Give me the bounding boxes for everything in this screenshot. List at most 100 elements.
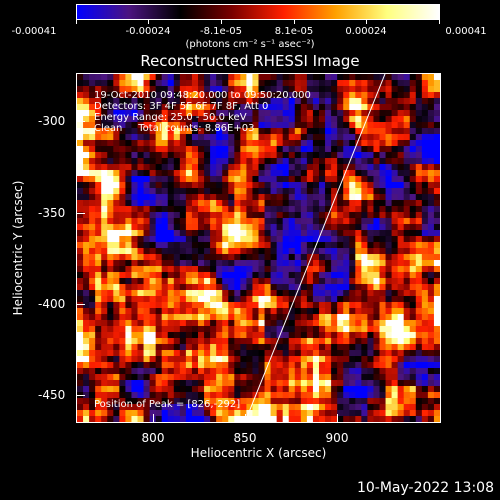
heatmap-cell (185, 398, 193, 405)
heatmap-cell (319, 374, 326, 381)
heatmap-cell (319, 284, 326, 291)
heatmap-cell (427, 266, 435, 273)
heatmap-cell (191, 194, 199, 201)
heatmap-cell (433, 326, 440, 333)
heatmap-cell (113, 74, 120, 81)
heatmap-cell (179, 80, 187, 87)
heatmap-cell (143, 344, 151, 351)
heatmap-cell (161, 332, 169, 339)
heatmap-cell (125, 368, 133, 375)
heatmap-cell (282, 218, 290, 225)
heatmap-cell (198, 218, 205, 225)
heatmap-cell (337, 308, 344, 315)
heatmap-cell (421, 386, 429, 393)
heatmap-cell (319, 302, 326, 309)
heatmap-cell (83, 134, 90, 141)
heatmap-cell (240, 92, 247, 99)
heatmap-cell (228, 326, 235, 333)
heatmap-cell (312, 104, 320, 111)
heatmap-cell (240, 176, 247, 183)
heatmap-cell (294, 362, 302, 369)
heatmap-cell (312, 116, 320, 123)
heatmap-cell (349, 410, 356, 417)
heatmap-cell (204, 314, 211, 321)
heatmap-cell (349, 128, 356, 135)
heatmap-cell (173, 188, 181, 195)
heatmap-cell (240, 110, 247, 117)
heatmap-cell (385, 134, 393, 141)
heatmap-cell (167, 368, 175, 375)
heatmap-cell (282, 236, 290, 243)
heatmap-cell (143, 386, 151, 393)
heatmap-cell (113, 290, 120, 297)
heatmap-cell (337, 398, 344, 405)
heatmap-cell (83, 152, 90, 159)
heatmap-cell (264, 194, 272, 201)
heatmap-cell (403, 392, 411, 399)
heatmap-cell (155, 224, 163, 231)
heatmap-cell (379, 176, 387, 183)
heatmap-cell (173, 224, 181, 231)
heatmap-cell (306, 74, 314, 81)
heatmap-cell (319, 152, 326, 159)
heatmap-cell (433, 236, 440, 243)
heatmap-cell (179, 134, 187, 141)
heatmap-cell (264, 242, 272, 249)
heatmap-cell (288, 200, 296, 207)
heatmap-cell (240, 248, 247, 255)
heatmap-cell (119, 80, 126, 87)
heatmap-cell (143, 104, 151, 111)
heatmap-cell (198, 314, 205, 321)
heatmap-cell (331, 254, 338, 261)
heatmap-cell (131, 362, 139, 369)
heatmap-cell (161, 374, 169, 381)
heatmap-cell (167, 386, 175, 393)
heatmap-cell (421, 404, 429, 411)
heatmap-cell (331, 260, 338, 267)
heatmap-cell (349, 206, 356, 213)
heatmap-cell (113, 146, 120, 153)
heatmap-cell (95, 164, 102, 171)
heatmap-cell (191, 362, 199, 369)
heatmap-cell (216, 404, 223, 411)
heatmap-cell (403, 80, 411, 87)
heatmap-cell (367, 140, 375, 147)
heatmap-cell (331, 104, 338, 111)
heatmap-cell (367, 230, 375, 237)
heatmap-cell (119, 260, 126, 267)
heatmap-cell (252, 158, 260, 165)
heatmap-cell (191, 266, 199, 273)
heatmap-cell (198, 344, 205, 351)
heatmap-cell (337, 368, 344, 375)
heatmap-cell (319, 410, 326, 417)
heatmap-cell (306, 242, 314, 249)
heatmap-cell (421, 164, 429, 171)
heatmap-cell (113, 134, 120, 141)
heatmap-cell (222, 230, 229, 237)
heatmap-cell (161, 362, 169, 369)
heatmap-cell (143, 194, 151, 201)
heatmap-cell (216, 314, 223, 321)
heatmap-cell (198, 206, 205, 213)
heatmap-cell (312, 176, 320, 183)
heatmap-cell (216, 140, 223, 147)
heatmap-cell (161, 254, 169, 261)
heatmap-cell (125, 74, 133, 81)
heatmap-cell (228, 194, 235, 201)
heatmap-cell (325, 200, 332, 207)
heatmap-cell (403, 362, 411, 369)
heatmap-cell (294, 404, 302, 411)
heatmap-cell (367, 80, 375, 87)
heatmap-cell (355, 356, 362, 363)
heatmap-cell (137, 164, 145, 171)
heatmap-cell (137, 98, 145, 105)
heatmap-cell (282, 356, 290, 363)
heatmap-cell (264, 284, 272, 291)
heatmap-cell (276, 290, 284, 297)
heatmap-cell (179, 338, 187, 345)
heatmap-cell (331, 278, 338, 285)
heatmap-cell (264, 320, 272, 327)
heatmap-cell (77, 80, 84, 87)
heatmap-cell (77, 128, 84, 135)
heatmap (77, 74, 440, 422)
